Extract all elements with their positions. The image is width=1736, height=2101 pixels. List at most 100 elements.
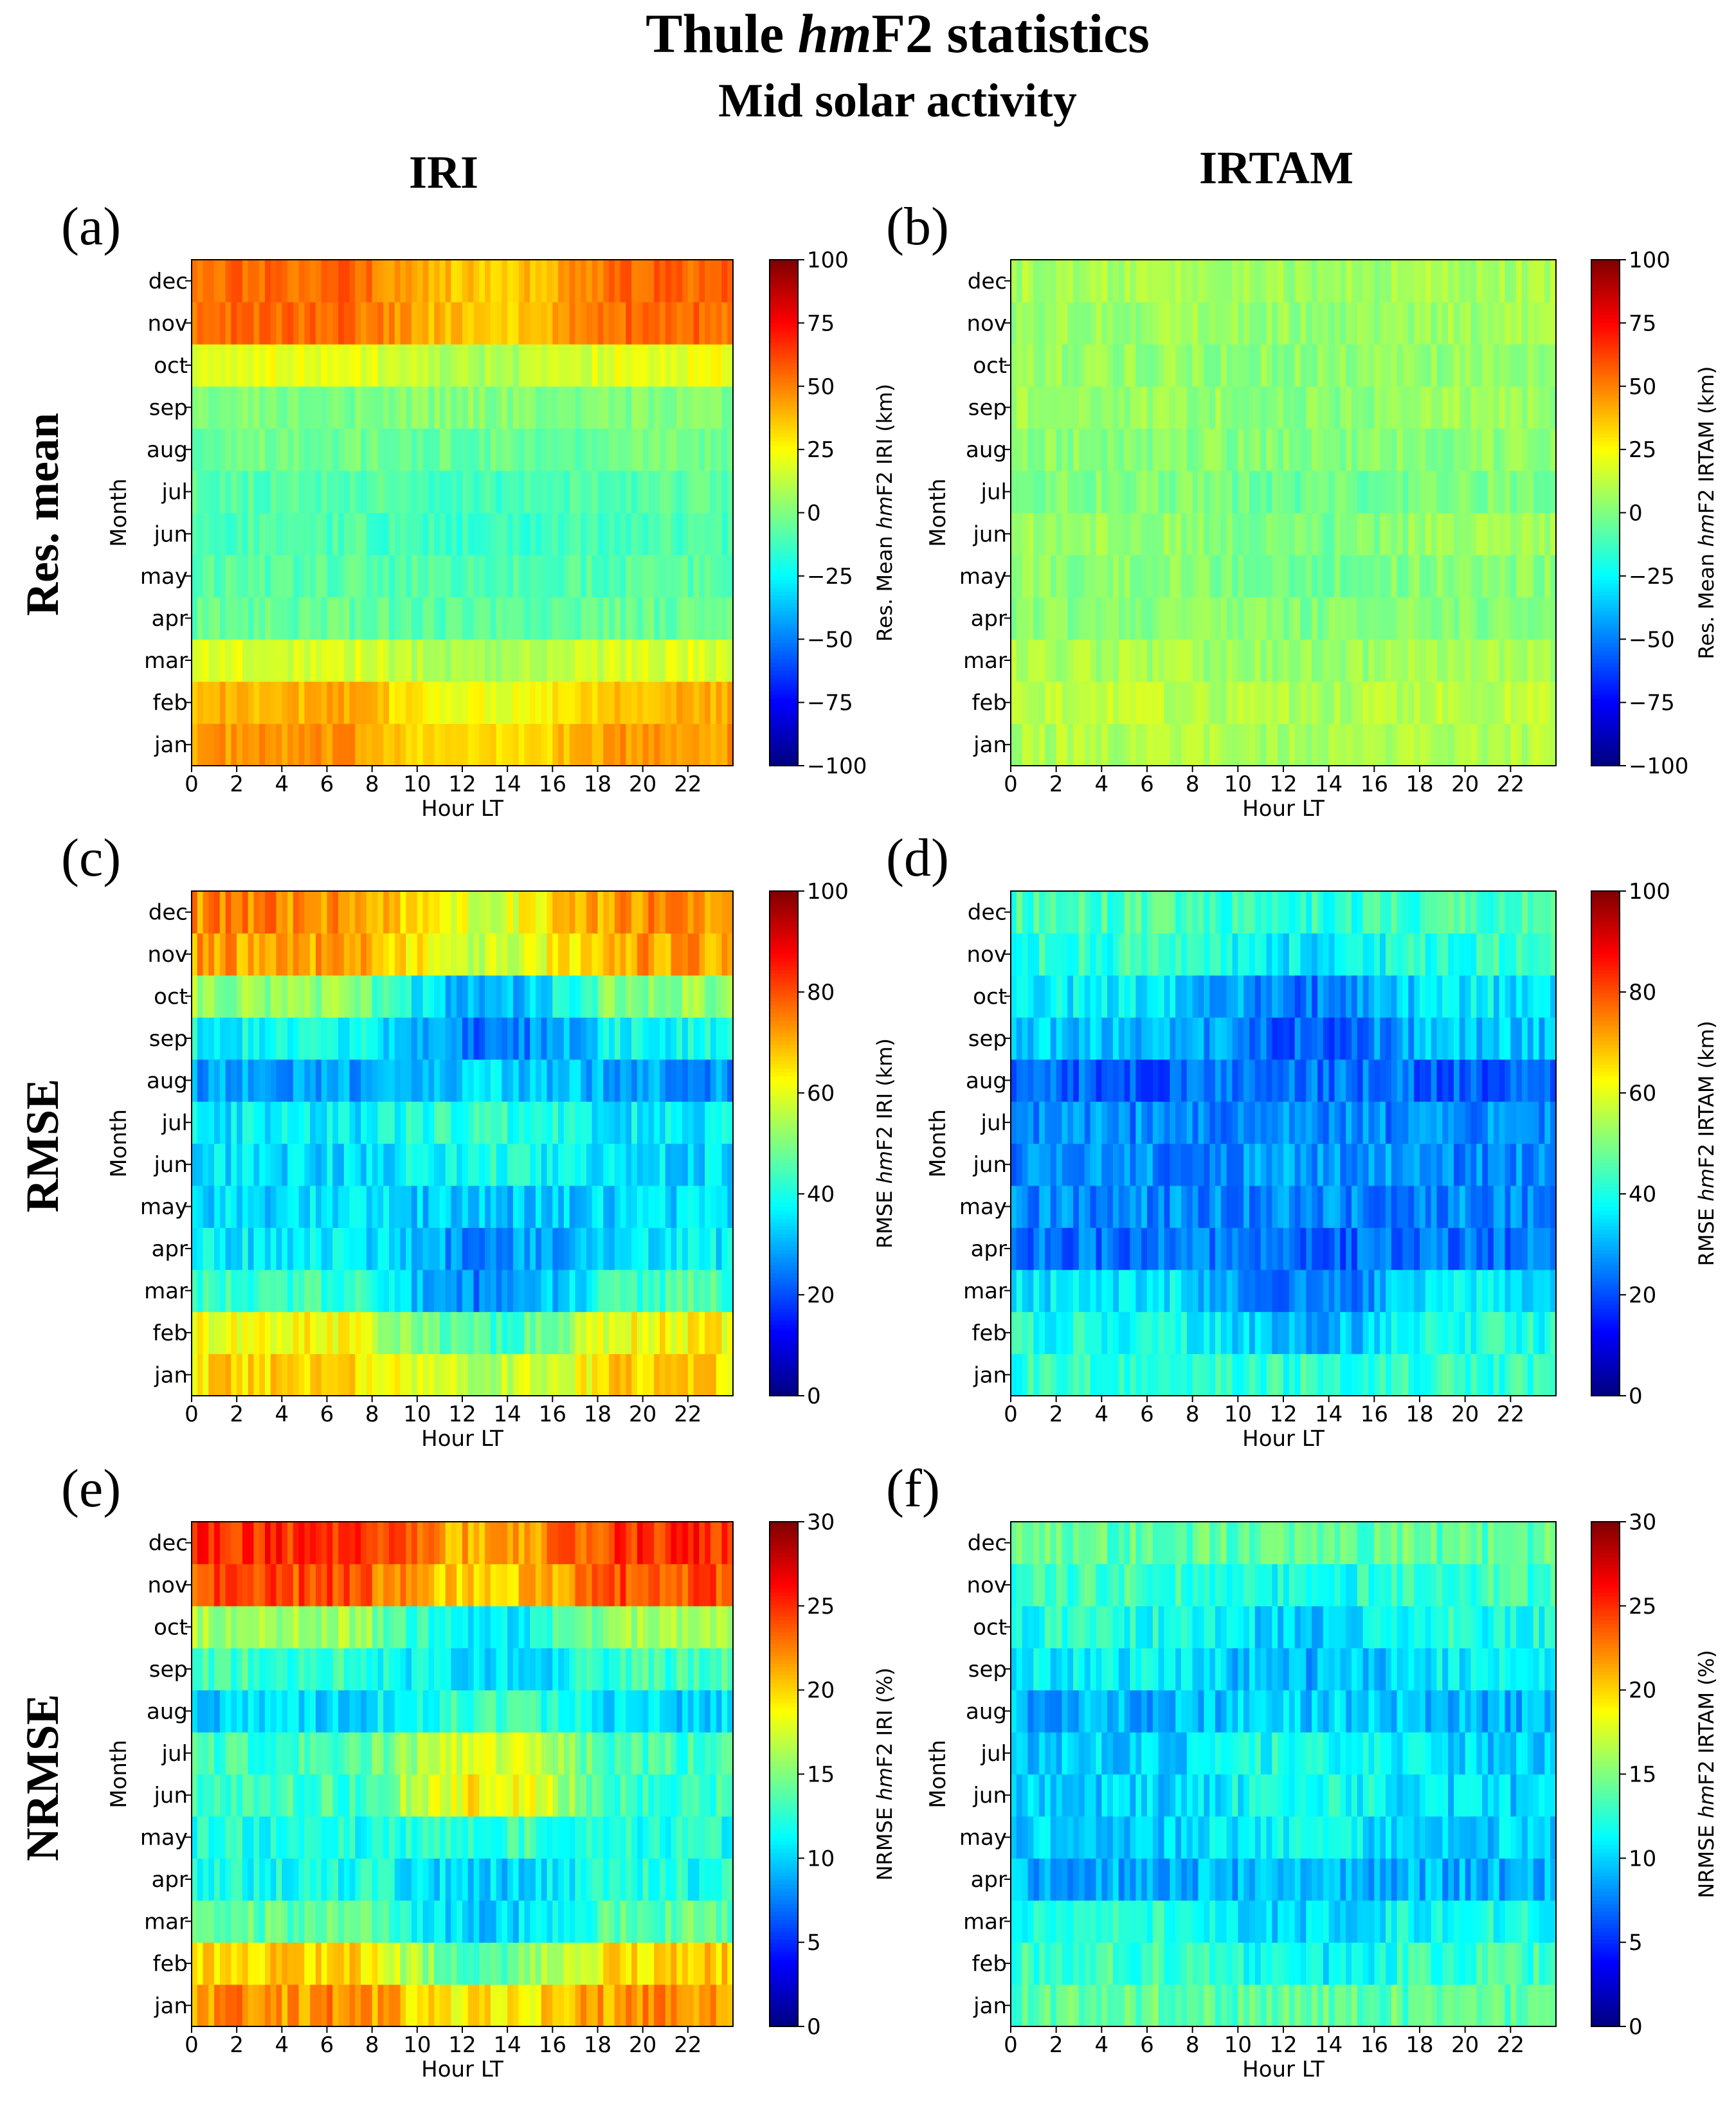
heat-cell xyxy=(293,1101,300,1144)
heat-cell xyxy=(530,1101,536,1144)
heat-cell xyxy=(1147,302,1153,345)
heat-cell xyxy=(1050,597,1057,640)
heat-cell xyxy=(1090,428,1097,471)
heat-cell xyxy=(462,1143,469,1186)
heat-cell xyxy=(457,723,463,766)
heat-cell xyxy=(1045,1143,1051,1186)
heat-cell xyxy=(1232,1269,1238,1312)
heat-cell xyxy=(1022,1353,1029,1396)
heat-cell xyxy=(671,386,677,429)
heat-cell xyxy=(1533,597,1540,640)
y-axis-label-c: Month xyxy=(106,1109,132,1178)
heat-cell xyxy=(530,597,536,640)
heat-cell xyxy=(197,302,204,345)
heat-cell xyxy=(1334,723,1341,766)
heat-cell xyxy=(699,555,705,598)
heat-cell xyxy=(699,891,705,934)
heat-cell xyxy=(197,1227,204,1270)
heat-cell xyxy=(310,1101,316,1144)
heat-cell xyxy=(231,1227,237,1270)
heat-cell xyxy=(1130,428,1136,471)
heat-cell xyxy=(411,1101,418,1144)
colorbar-segment xyxy=(770,1245,798,1250)
heat-cell xyxy=(1442,428,1449,471)
heat-cell xyxy=(485,260,491,303)
heat-cell xyxy=(1039,512,1045,555)
heat-cell xyxy=(1317,723,1324,766)
heat-cell xyxy=(1476,344,1483,387)
heat-cell xyxy=(361,302,367,345)
heat-cell xyxy=(1533,639,1540,682)
heat-cell xyxy=(541,260,548,303)
heat-cell xyxy=(1220,1312,1227,1355)
heat-cell xyxy=(727,933,734,976)
heat-cell xyxy=(1386,1101,1392,1144)
heat-cell xyxy=(665,597,672,640)
heat-cell xyxy=(1288,639,1296,682)
heat-cell xyxy=(287,302,294,345)
colorbar-segment xyxy=(1591,358,1620,363)
heat-cell xyxy=(597,344,604,387)
heat-cell xyxy=(1516,386,1523,429)
heat-cell xyxy=(1544,1017,1551,1060)
heat-cell xyxy=(1215,344,1222,387)
heat-cell xyxy=(366,1353,373,1396)
heat-cell xyxy=(1510,681,1517,725)
colorbar-segment xyxy=(770,1258,798,1263)
heat-cell xyxy=(699,723,705,766)
heat-cell xyxy=(1079,386,1085,429)
heat-cell xyxy=(1550,260,1557,303)
heat-cell xyxy=(310,975,316,1018)
heat-cell xyxy=(586,597,593,640)
heat-cell xyxy=(541,428,548,471)
heat-cell xyxy=(581,1059,587,1102)
heat-cell xyxy=(530,1017,536,1060)
heat-cell xyxy=(265,1059,271,1102)
heat-cell xyxy=(1181,344,1188,387)
heat-cell xyxy=(428,1312,435,1355)
heat-cell xyxy=(377,344,384,387)
heat-cell xyxy=(1266,1269,1272,1312)
heat-cell xyxy=(682,639,689,682)
heat-cell xyxy=(1238,975,1244,1018)
heat-cell xyxy=(361,639,367,682)
heat-cell xyxy=(1118,428,1125,471)
heat-cell xyxy=(349,723,356,766)
heat-cell xyxy=(1079,639,1085,682)
heat-cell xyxy=(259,344,266,387)
heat-cell xyxy=(400,1185,406,1228)
heat-cell xyxy=(321,1312,328,1355)
heat-cell xyxy=(383,1353,390,1396)
heat-cell xyxy=(439,1017,446,1060)
heat-cell xyxy=(237,470,243,514)
heat-cell xyxy=(1141,1059,1148,1102)
colorbar-segment xyxy=(770,1096,798,1101)
heat-cell xyxy=(372,1017,379,1060)
heat-cell xyxy=(1505,1312,1511,1355)
heat-cell xyxy=(558,428,565,471)
heat-cell xyxy=(445,1185,452,1228)
heat-cell xyxy=(586,891,593,934)
heat-cell xyxy=(203,1312,209,1355)
heat-cell xyxy=(659,1143,666,1186)
heat-cell xyxy=(620,1185,626,1228)
heat-cell xyxy=(1254,1227,1261,1270)
heat-cell xyxy=(467,1269,475,1312)
heat-cell xyxy=(1152,723,1159,766)
heat-cell xyxy=(705,639,711,682)
heat-cell xyxy=(1096,1353,1102,1396)
heat-cell xyxy=(1402,723,1409,766)
heat-cell xyxy=(485,1059,491,1102)
heat-cell xyxy=(1243,1101,1250,1144)
heat-cell xyxy=(1328,555,1335,598)
colorbar-segment xyxy=(770,997,798,1002)
heat-cell xyxy=(422,597,429,640)
heat-cell xyxy=(1420,723,1426,766)
heat-cell xyxy=(530,555,536,598)
heat-cell xyxy=(1033,302,1040,345)
heat-cell xyxy=(490,1017,497,1060)
colorbar-segment xyxy=(1591,275,1620,280)
heat-cell xyxy=(1226,302,1233,345)
heat-cell xyxy=(327,1353,333,1396)
heat-cell xyxy=(1033,975,1040,1018)
